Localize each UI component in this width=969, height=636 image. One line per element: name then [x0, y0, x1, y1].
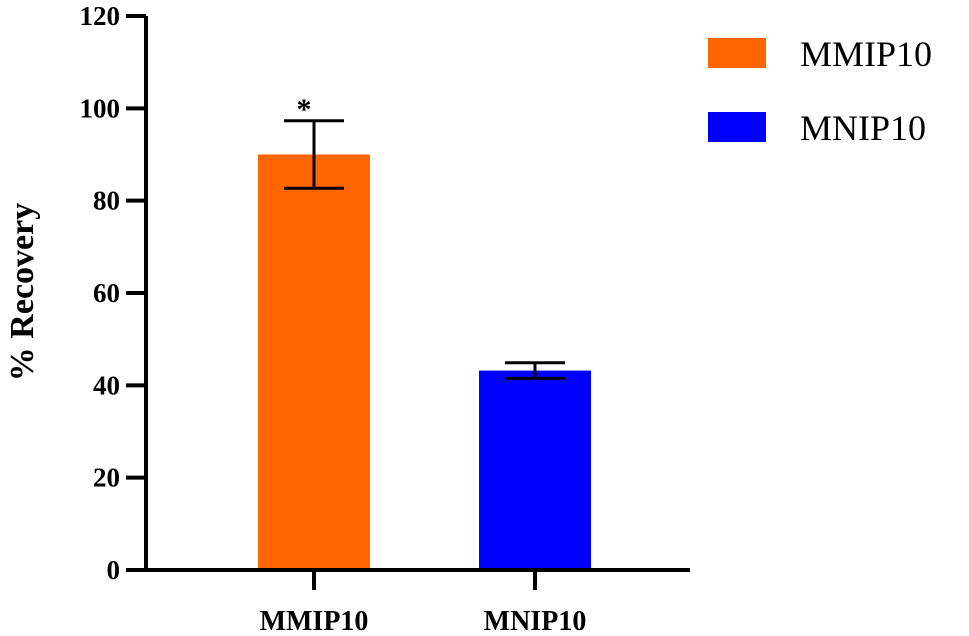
significance-marker: *	[297, 93, 312, 126]
y-tick-label: 40	[93, 370, 120, 400]
x-tick-label: MNIP10	[484, 606, 587, 636]
legend-label: MNIP10	[800, 108, 926, 148]
y-axis-title: % Recovery	[4, 203, 41, 381]
legend-swatch	[708, 112, 766, 142]
y-tick-label: 60	[93, 278, 120, 308]
bar-mnip10	[479, 370, 591, 570]
y-tick-label: 120	[80, 1, 121, 31]
legend-label: MMIP10	[800, 34, 932, 74]
x-axis-labels: MMIP10 MNIP10	[260, 570, 587, 636]
error-bars	[284, 119, 565, 380]
annotations: *	[297, 93, 312, 126]
legend-swatch	[708, 38, 766, 68]
error-bar-mnip10	[505, 361, 565, 380]
y-tick-label: 80	[93, 186, 120, 216]
y-tick-label: 100	[80, 93, 121, 123]
y-axis-ticks: 0 20 40 60 80 100 120	[80, 1, 146, 585]
bars	[258, 154, 591, 570]
error-bar-mmip10	[284, 119, 344, 190]
y-tick-label: 20	[93, 463, 120, 493]
y-tick-label: 0	[107, 555, 121, 585]
bar-mmip10	[258, 154, 370, 570]
legend: MMIP10 MNIP10	[708, 34, 932, 148]
axes	[144, 16, 690, 572]
x-tick-label: MMIP10	[260, 606, 369, 636]
